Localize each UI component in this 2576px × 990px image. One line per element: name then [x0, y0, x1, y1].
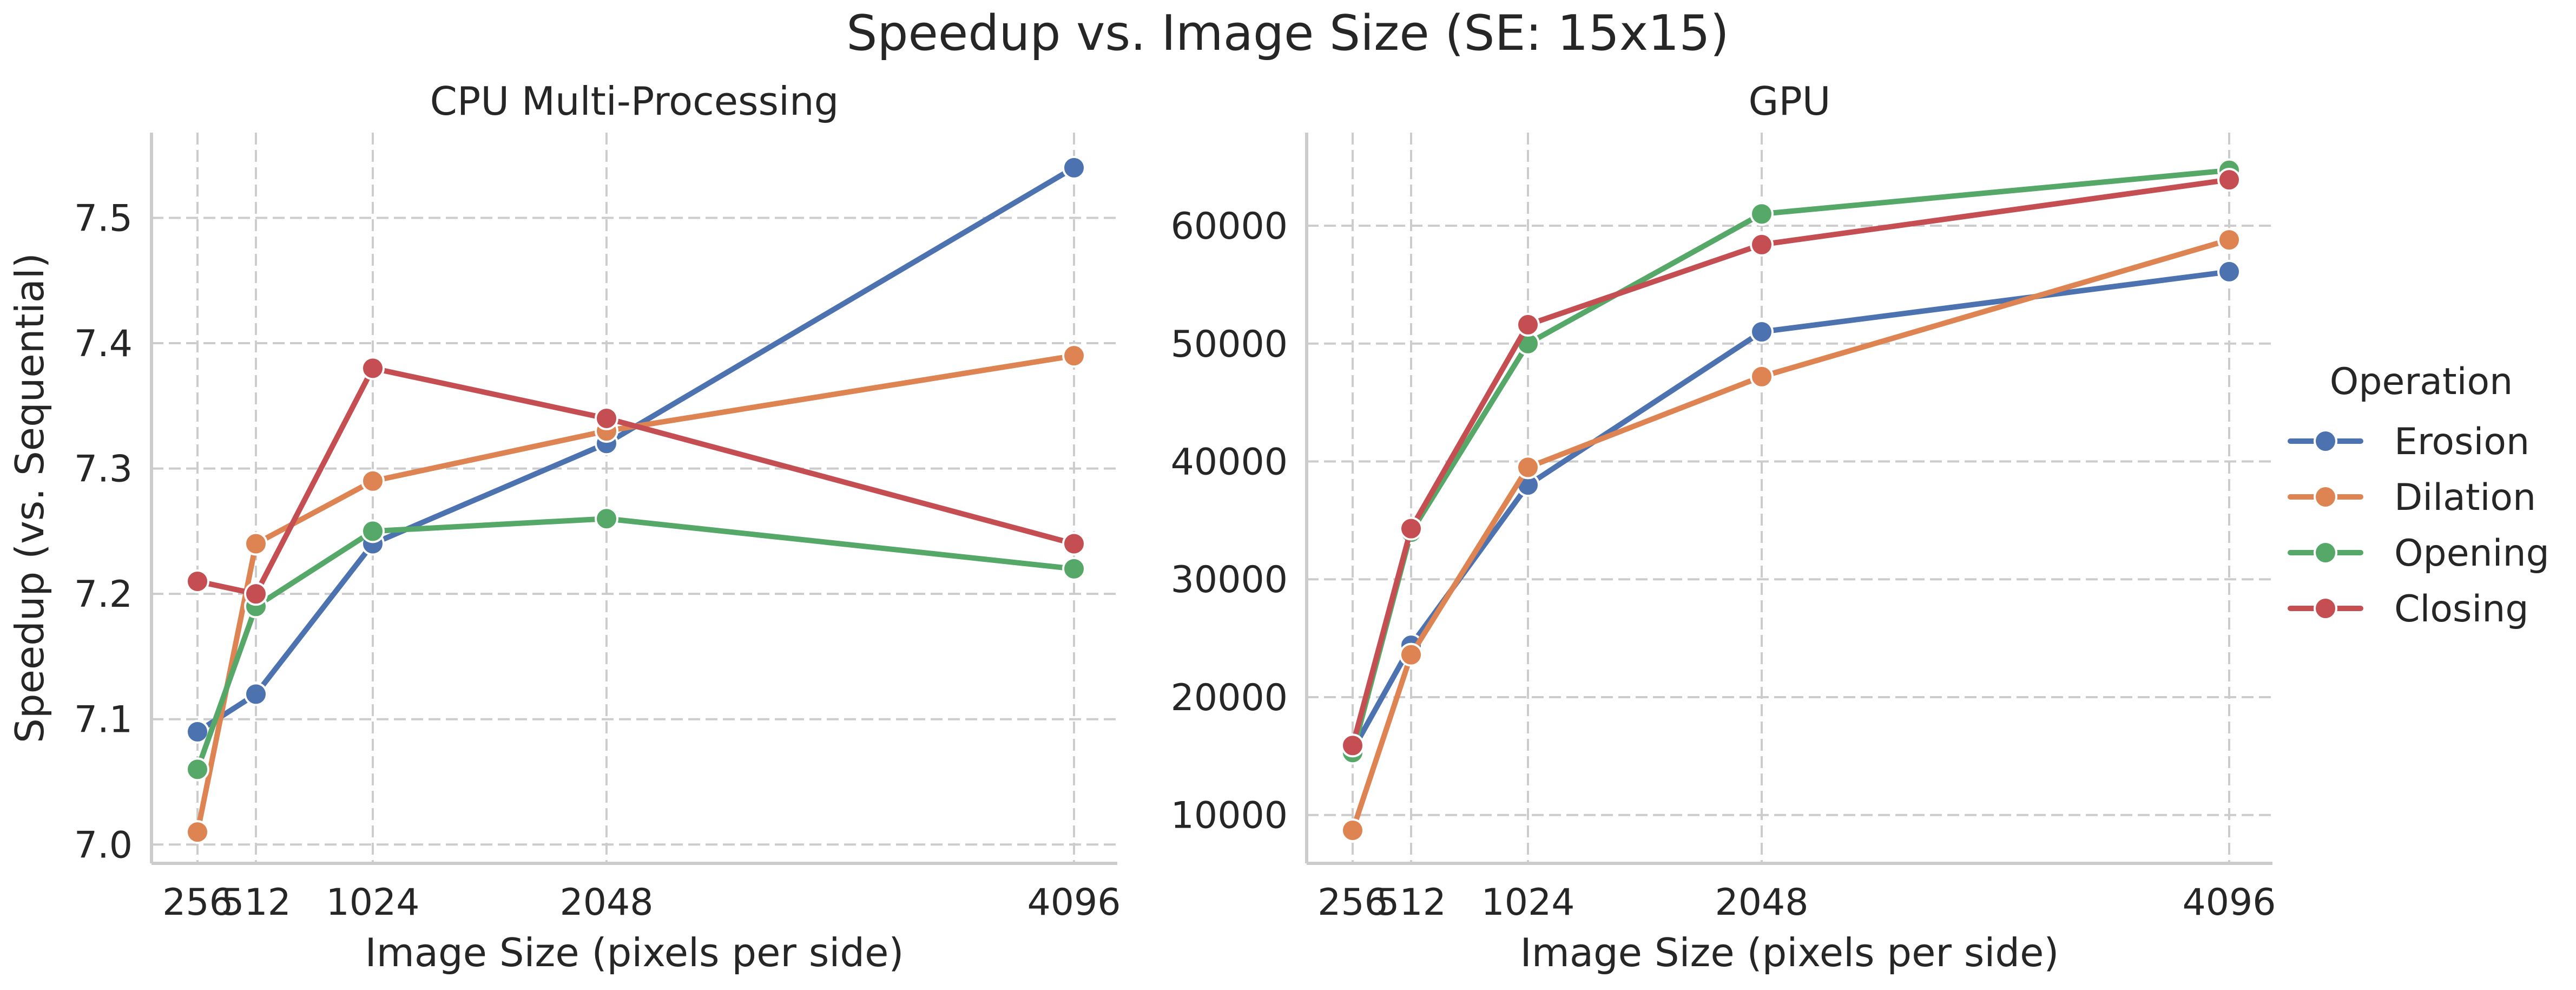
gpu-point-erosion-4096: [2217, 259, 2241, 284]
gpu-xtick-label-512: 512: [1376, 881, 1446, 924]
gpu-point-dilation-256: [1341, 818, 1365, 843]
legend-marker-opening: [2314, 541, 2337, 565]
cpu-point-opening-2048: [595, 507, 618, 531]
cpu-point-dilation-4096: [1062, 344, 1086, 368]
gpu-x-axis-label: Image Size (pixels per side): [1520, 930, 2059, 975]
cpu-x-axis-label: Image Size (pixels per side): [365, 930, 904, 975]
figure-title: Speedup vs. Image Size (SE: 15x15): [846, 5, 1729, 62]
gpu-xtick-label-256: 256: [1317, 881, 1388, 924]
cpu-panel-title: CPU Multi-Processing: [430, 78, 839, 124]
cpu-ytick-label-7.3: 7.3: [74, 448, 133, 491]
cpu-point-closing-256: [186, 569, 209, 593]
cpu-y-axis-label: Speedup (vs. Sequential): [7, 253, 52, 743]
cpu-xtick-label-1024: 1024: [326, 881, 419, 924]
cpu-point-opening-1024: [361, 519, 385, 543]
cpu-point-closing-1024: [361, 356, 385, 381]
gpu-xtick-label-1024: 1024: [1481, 881, 1574, 924]
gpu-ytick-label-20000: 20000: [1171, 677, 1288, 719]
gpu-point-erosion-2048: [1750, 319, 1774, 344]
gpu-point-dilation-4096: [2217, 228, 2241, 252]
gpu-panel-title: GPU: [1749, 78, 1831, 124]
cpu-point-dilation-256: [186, 820, 209, 844]
cpu-line-opening: [195, 516, 1077, 772]
cpu-point-closing-512: [244, 582, 268, 606]
cpu-point-closing-4096: [1062, 532, 1086, 556]
gpu-point-closing-256: [1341, 733, 1365, 758]
cpu-point-erosion-512: [244, 682, 268, 706]
cpu-point-erosion-256: [186, 719, 209, 744]
gpu-ytick-label-10000: 10000: [1171, 795, 1288, 837]
gpu-point-dilation-2048: [1750, 364, 1774, 389]
cpu-point-dilation-1024: [361, 469, 385, 493]
legend-label-dilation: Dilation: [2394, 476, 2536, 519]
cpu-point-opening-256: [186, 757, 209, 782]
gpu-ytick-label-40000: 40000: [1171, 441, 1288, 484]
cpu-ytick-label-7.1: 7.1: [74, 699, 133, 742]
gpu-point-closing-1024: [1516, 312, 1540, 337]
cpu-ytick-label-7.5: 7.5: [74, 197, 133, 240]
cpu-xtick-label-512: 512: [221, 881, 291, 924]
cpu-ytick-label-7.2: 7.2: [74, 573, 133, 616]
gpu-point-opening-2048: [1750, 202, 1774, 226]
cpu-xtick-label-2048: 2048: [559, 881, 653, 924]
gpu-ytick-label-60000: 60000: [1171, 205, 1288, 248]
cpu-point-opening-4096: [1062, 556, 1086, 581]
cpu-point-erosion-4096: [1062, 155, 1086, 180]
legend-label-opening: Opening: [2394, 532, 2549, 575]
gpu-xtick-label-2048: 2048: [1715, 881, 1808, 924]
legend: Operation Erosion Dilation Opening Closing: [2288, 360, 2549, 631]
gpu-point-closing-2048: [1750, 232, 1774, 257]
cpu-ytick-label-7.4: 7.4: [74, 323, 133, 365]
gpu-line-closing: [1350, 177, 2232, 749]
cpu-point-dilation-512: [244, 532, 268, 556]
gpu-xtick-label-4096: 4096: [2182, 881, 2276, 924]
gpu-ytick-label-50000: 50000: [1171, 323, 1288, 366]
legend-marker-erosion: [2314, 429, 2337, 453]
cpu-ytick-label-7.0: 7.0: [74, 824, 133, 867]
gpu-point-dilation-512: [1399, 642, 1423, 667]
cpu-xtick-label-256: 256: [162, 881, 233, 924]
gpu-point-dilation-1024: [1516, 455, 1540, 480]
legend-label-closing: Closing: [2394, 588, 2529, 631]
cpu-xtick-label-4096: 4096: [1027, 881, 1121, 924]
cpu-point-closing-2048: [595, 406, 618, 430]
gpu-point-closing-4096: [2217, 168, 2241, 192]
gpu-ytick-label-30000: 30000: [1171, 559, 1288, 601]
legend-marker-closing: [2314, 596, 2337, 620]
gpu-point-closing-512: [1399, 516, 1423, 541]
legend-label-erosion: Erosion: [2394, 421, 2529, 463]
legend-marker-dilation: [2314, 485, 2337, 509]
legend-title: Operation: [2330, 360, 2513, 403]
